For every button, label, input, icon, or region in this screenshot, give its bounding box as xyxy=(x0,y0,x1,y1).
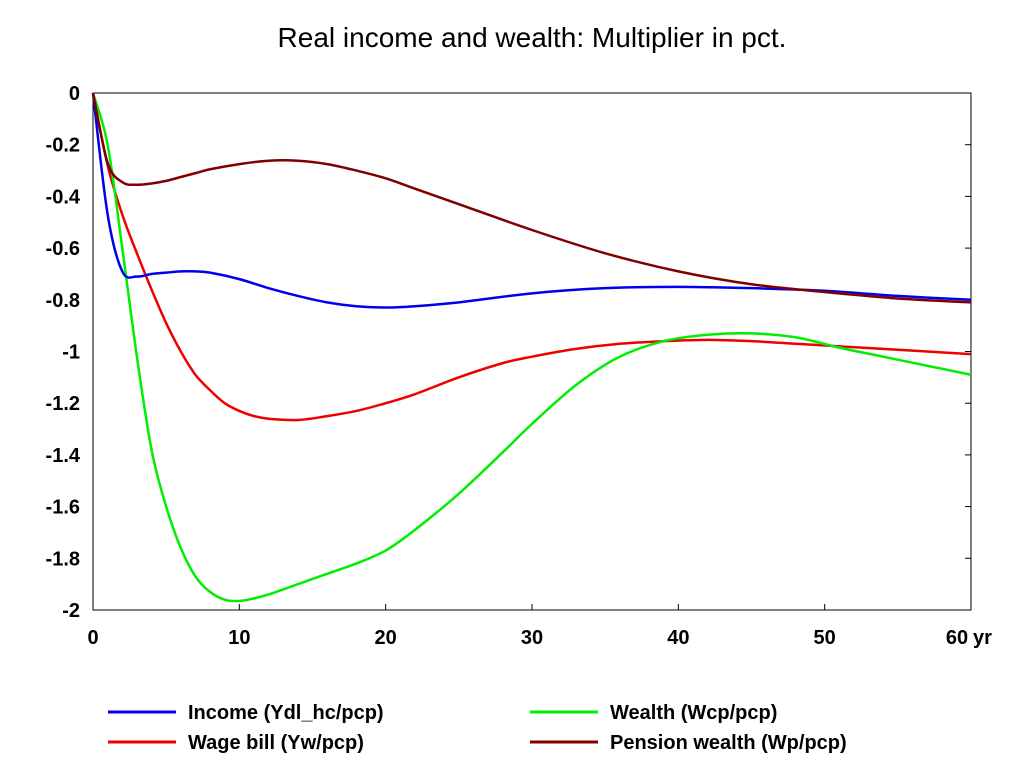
x-axis: 0 10 20 30 40 50 60 yr xyxy=(87,604,992,649)
x-tick-label: 30 xyxy=(521,627,543,649)
legend: Income (Ydl_hc/pcp) Wealth (Wcp/pcp) Wage … xyxy=(108,702,847,754)
series-line-wealth-wcp-pcp xyxy=(91,92,972,603)
x-tick-label: 50 xyxy=(814,627,836,649)
plot-frame xyxy=(92,92,972,611)
y-tick-label: -1.6 xyxy=(46,497,80,519)
legend-label-wage-bill-yw-pcp: Wage bill (Yw/pcp) xyxy=(188,732,364,754)
series-line-wage-bill-yw-pcp xyxy=(91,92,972,422)
x-unit-label: yr xyxy=(973,627,992,649)
y-tick-label: -2 xyxy=(62,600,80,622)
legend-label-pension-wealth-wp-pcp: Pension wealth (Wp/pcp) xyxy=(610,732,847,754)
legend-label-wealth-wcp-pcp: Wealth (Wcp/pcp) xyxy=(610,702,777,724)
series-line-pension-wealth-wp-pcp xyxy=(91,92,972,304)
y-axis: 0 -0.2 -0.4 -0.6 -0.8 -1 -1.2 -1.4 -1.6 -1.8 -2 xyxy=(46,83,971,622)
x-tick-label: 40 xyxy=(667,627,689,649)
y-tick-label: -0.8 xyxy=(46,290,80,312)
x-tick-label: 10 xyxy=(228,627,250,649)
y-tick-label: -1.2 xyxy=(46,393,80,415)
chart-title: Real income and wealth: Multiplier in pc… xyxy=(277,22,787,53)
y-tick-label: -0.6 xyxy=(46,238,80,260)
y-tick-label: -1.4 xyxy=(46,445,81,467)
x-tick-label: 20 xyxy=(375,627,397,649)
series-lines xyxy=(91,92,972,603)
x-tick-label: 60 xyxy=(946,627,968,649)
y-tick-label: -0.4 xyxy=(46,186,81,208)
legend-label-income-ydl-hc-pcp: Income (Ydl_hc/pcp) xyxy=(188,702,384,724)
y-tick-label: 0 xyxy=(69,83,80,105)
y-tick-label: -1 xyxy=(62,342,80,364)
series-line-income-ydl-hc-pcp xyxy=(91,92,972,309)
y-tick-label: -0.2 xyxy=(46,135,80,157)
x-tick-label: 0 xyxy=(87,627,98,649)
y-tick-label: -1.8 xyxy=(46,548,80,570)
